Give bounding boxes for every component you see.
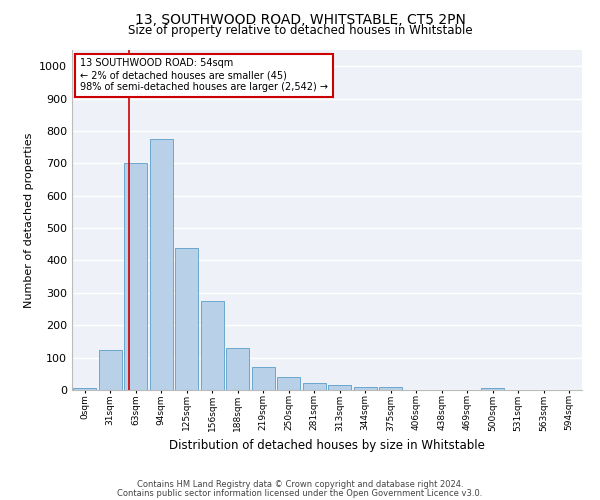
Bar — [200, 301, 224, 390]
Bar — [175, 248, 199, 390]
X-axis label: Distribution of detached houses by size in Whitstable: Distribution of detached houses by size … — [169, 439, 485, 452]
Bar — [302, 383, 326, 390]
Text: Size of property relative to detached houses in Whitstable: Size of property relative to detached ho… — [128, 24, 472, 37]
Text: Contains HM Land Registry data © Crown copyright and database right 2024.: Contains HM Land Registry data © Crown c… — [137, 480, 463, 489]
Bar — [251, 368, 275, 390]
Text: 13, SOUTHWOOD ROAD, WHITSTABLE, CT5 2PN: 13, SOUTHWOOD ROAD, WHITSTABLE, CT5 2PN — [134, 12, 466, 26]
Bar — [277, 377, 301, 390]
Bar — [149, 139, 173, 390]
Text: Contains public sector information licensed under the Open Government Licence v3: Contains public sector information licen… — [118, 488, 482, 498]
Bar — [124, 164, 148, 390]
Bar — [73, 388, 97, 390]
Bar — [98, 350, 122, 390]
Bar — [379, 388, 403, 390]
Text: 13 SOUTHWOOD ROAD: 54sqm
← 2% of detached houses are smaller (45)
98% of semi-de: 13 SOUTHWOOD ROAD: 54sqm ← 2% of detache… — [80, 58, 328, 92]
Bar — [226, 348, 250, 390]
Y-axis label: Number of detached properties: Number of detached properties — [23, 132, 34, 308]
Bar — [328, 385, 352, 390]
Bar — [481, 388, 505, 390]
Bar — [353, 387, 377, 390]
